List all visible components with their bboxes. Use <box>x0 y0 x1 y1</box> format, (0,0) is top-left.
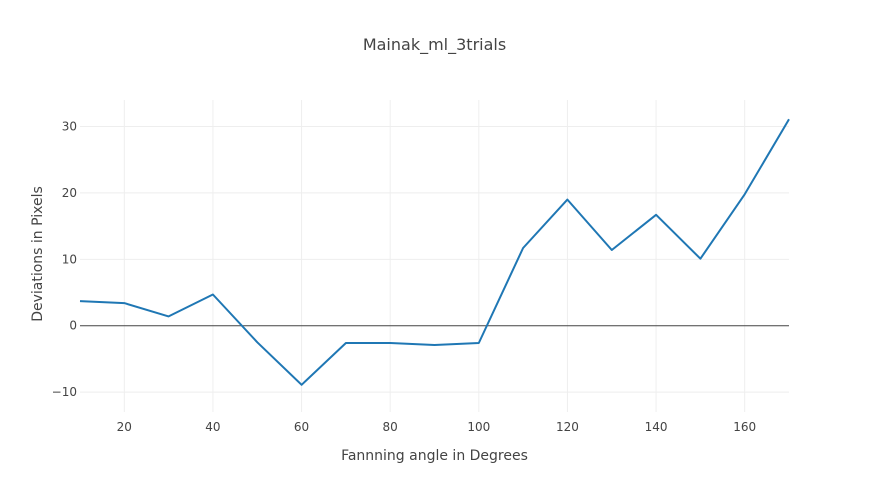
series-line <box>80 119 789 385</box>
y-axis-title: Deviations in Pixels <box>30 186 46 322</box>
y-tick-label: 10 <box>62 252 77 266</box>
x-tick-label: 40 <box>205 420 220 434</box>
x-tick-label: 20 <box>117 420 132 434</box>
x-tick-label: 80 <box>383 420 398 434</box>
y-tick-label: 20 <box>62 186 77 200</box>
chart-title: Mainak_ml_3trials <box>363 35 506 55</box>
x-axis-ticks: 20 40 60 80 100 120 140 160 <box>117 420 756 434</box>
x-tick-label: 120 <box>556 420 579 434</box>
x-tick-label: 160 <box>733 420 756 434</box>
series-layer <box>80 119 789 385</box>
y-axis-ticks: −10 0 10 20 30 <box>52 120 77 400</box>
grid-layer <box>80 100 789 412</box>
y-tick-label: 30 <box>62 120 77 134</box>
x-tick-label: 100 <box>467 420 490 434</box>
x-tick-label: 60 <box>294 420 309 434</box>
y-tick-label: −10 <box>52 385 77 399</box>
x-tick-label: 140 <box>645 420 668 434</box>
x-axis-title: Fannning angle in Degrees <box>341 448 528 464</box>
y-tick-label: 0 <box>69 319 77 333</box>
